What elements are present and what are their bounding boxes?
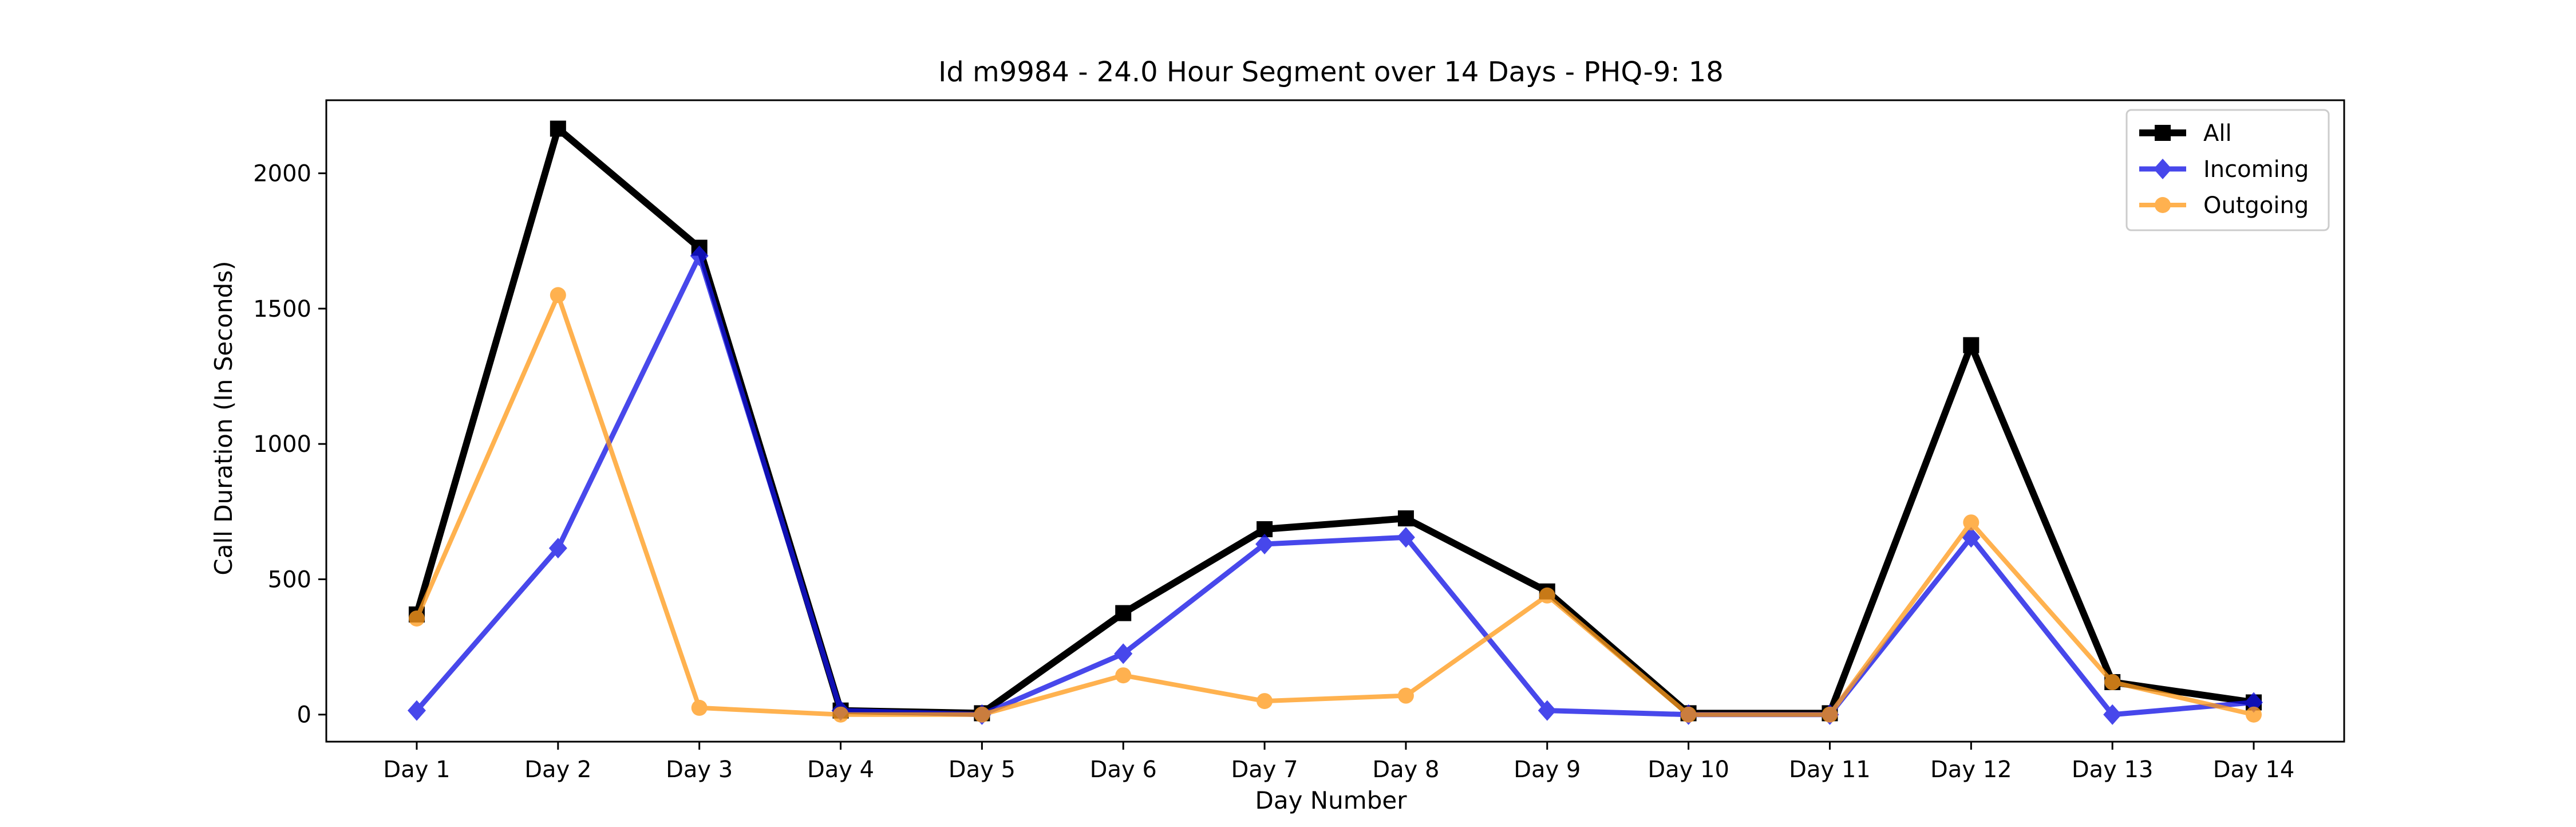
legend: All Incoming Outgoing xyxy=(2125,109,2330,231)
data-point-incoming xyxy=(548,538,567,559)
x-axis-label: Day Number xyxy=(1255,786,1407,814)
series-line-outgoing xyxy=(414,293,2254,717)
data-point-outgoing xyxy=(2246,706,2262,723)
data-point-outgoing xyxy=(1257,693,1273,710)
series-line-all xyxy=(413,125,2254,717)
legend-item-all xyxy=(2139,125,2186,141)
x-tick-label: Day 9 xyxy=(1514,757,1581,783)
plot-frame xyxy=(325,99,2345,743)
x-tick-label: Day 13 xyxy=(2072,757,2154,783)
data-point-incoming xyxy=(1538,700,1556,721)
data-point-all xyxy=(550,120,566,137)
legend-label-all: All xyxy=(2203,120,2232,147)
data-point-outgoing xyxy=(2104,674,2121,691)
x-tick-label: Day 5 xyxy=(949,757,1016,783)
legend-marker-outgoing xyxy=(2155,197,2171,213)
y-tick-label: 2000 xyxy=(253,161,311,187)
series-incoming xyxy=(407,245,2263,725)
data-point-outgoing xyxy=(408,610,425,627)
chart-title: Id m9984 - 24.0 Hour Segment over 14 Day… xyxy=(938,56,1724,88)
legend-marker-all xyxy=(2155,125,2171,141)
x-tick-label: Day 6 xyxy=(1090,757,1157,783)
y-tick-label: 0 xyxy=(297,702,311,728)
y-tick-label: 500 xyxy=(268,566,311,593)
data-point-outgoing xyxy=(1115,667,1132,684)
data-point-outgoing xyxy=(974,706,990,723)
legend-label-incoming: Incoming xyxy=(2203,156,2309,183)
x-tick-label: Day 11 xyxy=(1789,757,1871,783)
x-tick-label: Day 14 xyxy=(2213,757,2295,783)
y-tick-label: 1000 xyxy=(253,431,311,458)
data-point-all xyxy=(1115,605,1132,621)
legend-label-outgoing: Outgoing xyxy=(2203,192,2309,219)
data-point-outgoing xyxy=(1539,587,1555,604)
x-tick-label: Day 4 xyxy=(807,757,874,783)
data-point-outgoing xyxy=(1963,514,1980,531)
axes: Day 1 Day 2 Day 3 Day 4 Day 5 Day 6 Day 7 Day 8… xyxy=(253,99,2345,783)
series-outgoing xyxy=(408,287,2262,723)
legend-item-outgoing xyxy=(2139,197,2186,213)
x-tick-label: Day 8 xyxy=(1372,757,1439,783)
data-point-all xyxy=(1963,337,1980,353)
data-point-incoming xyxy=(1114,643,1133,664)
data-point-incoming xyxy=(1255,534,1274,555)
data-point-incoming xyxy=(407,700,426,721)
y-tick-label: 1500 xyxy=(253,296,311,322)
x-tick-label: Day 1 xyxy=(383,757,450,783)
data-point-outgoing xyxy=(691,699,708,716)
x-tick-label: Day 10 xyxy=(1647,757,1729,783)
series-line-incoming xyxy=(414,253,2254,718)
data-point-outgoing xyxy=(1822,706,1838,723)
x-tick-label: Day 3 xyxy=(666,757,733,783)
data-point-outgoing xyxy=(1680,706,1697,723)
y-axis-label: Call Duration (In Seconds) xyxy=(210,261,238,575)
data-point-incoming xyxy=(690,245,709,266)
data-point-incoming xyxy=(2103,704,2122,725)
data-point-incoming xyxy=(1396,527,1415,548)
legend-marker-incoming xyxy=(2154,159,2172,179)
data-point-outgoing xyxy=(550,287,566,304)
x-tick-label: Day 12 xyxy=(1930,757,2012,783)
data-point-outgoing xyxy=(1397,687,1414,704)
legend-item-incoming xyxy=(2139,159,2186,179)
series-layer xyxy=(407,120,2263,725)
series-all xyxy=(408,120,2262,722)
x-tick-label: Day 2 xyxy=(524,757,591,783)
legend-box xyxy=(2125,109,2330,231)
x-tick-label: Day 7 xyxy=(1231,757,1298,783)
data-point-incoming xyxy=(2245,692,2263,713)
data-point-outgoing xyxy=(832,706,849,723)
data-point-all xyxy=(1397,510,1414,527)
